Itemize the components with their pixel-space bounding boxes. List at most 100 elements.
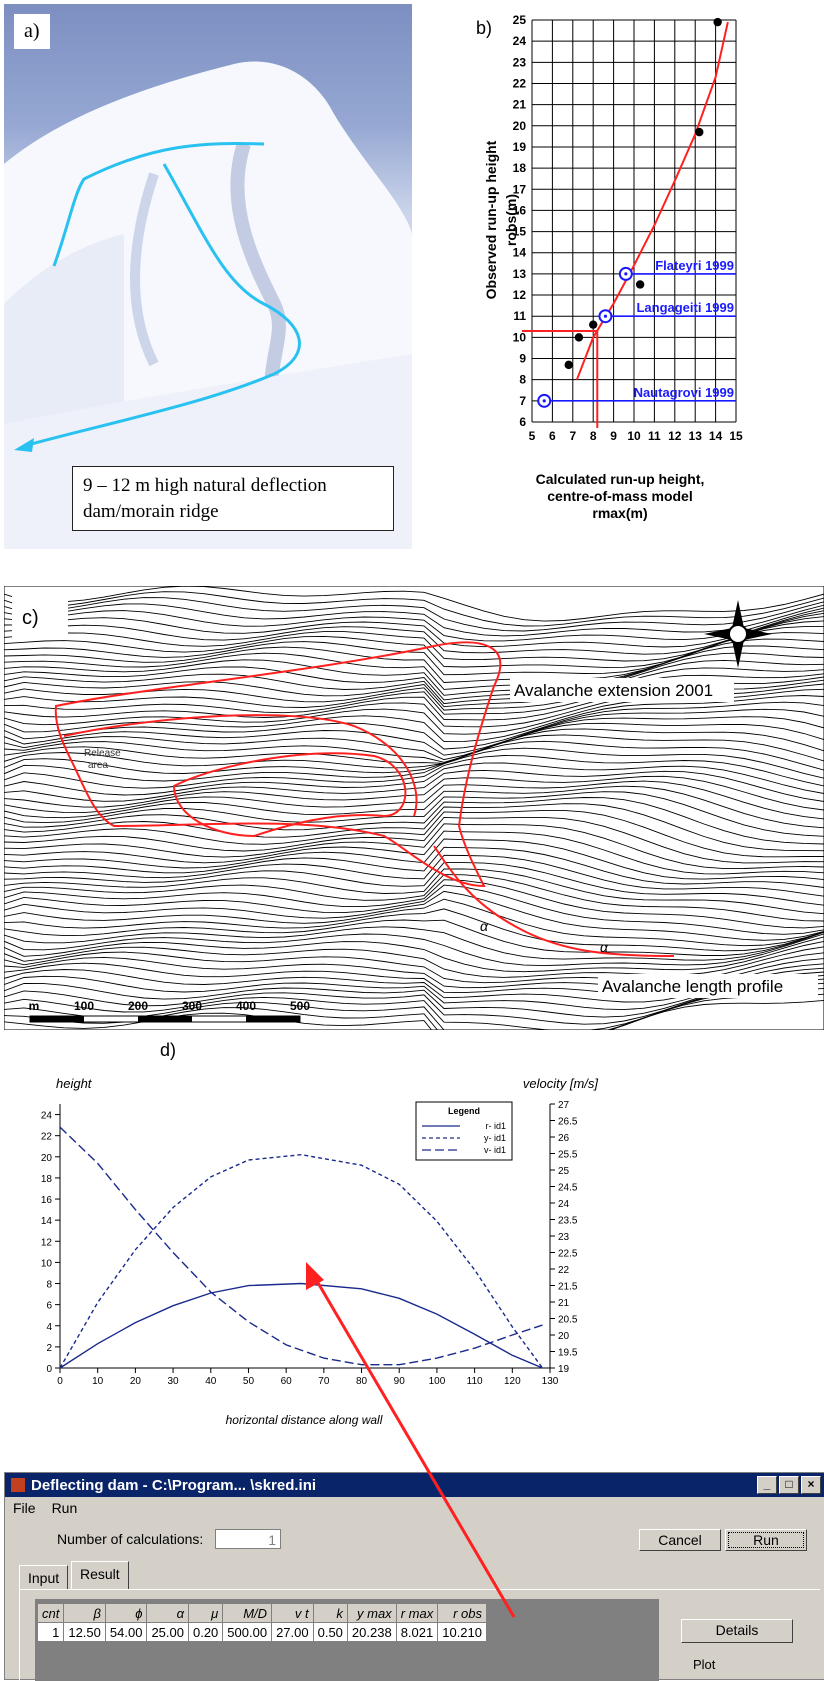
x-tick-label: 120 bbox=[504, 1376, 521, 1387]
contour-line bbox=[4, 716, 824, 761]
y-right-tick-label: 21 bbox=[558, 1298, 570, 1309]
table-cell[interactable]: 0.50 bbox=[312, 1622, 348, 1642]
y-right-tick-label: 20.5 bbox=[558, 1315, 578, 1326]
maximize-icon[interactable]: □ bbox=[779, 1476, 799, 1494]
title-bar: Deflecting dam - C:\Program... \skred.in… bbox=[5, 1473, 824, 1497]
alpha-label-2: α bbox=[600, 939, 609, 955]
contour-line bbox=[4, 816, 824, 864]
scale-bar bbox=[29, 1015, 301, 1023]
run-button[interactable]: Run bbox=[725, 1529, 807, 1551]
y-left-tick-label: 22 bbox=[41, 1132, 53, 1143]
table-cell[interactable]: 8.021 bbox=[395, 1622, 439, 1642]
runup-chart: b) 5 6 7 8 9 10 11 12 13 14 15 6789101112131415161… bbox=[476, 13, 743, 521]
deflecting-dam-window: Deflecting dam - C:\Program... \skred.in… bbox=[4, 1472, 824, 1681]
runup-marks: Nautagrovi 1999 Langageiti 1999 Flateyri 1… bbox=[522, 17, 736, 428]
y-left-tick-label: 6 bbox=[46, 1301, 52, 1312]
runup-y-tick: 17 bbox=[513, 182, 527, 196]
table-cell[interactable]: 10.210 bbox=[437, 1622, 487, 1642]
y-left-tick-label: 8 bbox=[46, 1280, 52, 1291]
legend-entry-r: r- id1 bbox=[485, 1121, 506, 1131]
close-icon[interactable]: × bbox=[801, 1476, 821, 1494]
tab-result[interactable]: Result bbox=[71, 1561, 129, 1590]
column-header[interactable]: α bbox=[146, 1603, 189, 1623]
contour-line bbox=[4, 607, 824, 642]
table-cell[interactable]: 20.238 bbox=[346, 1622, 397, 1642]
tab-input[interactable]: Input bbox=[19, 1565, 69, 1590]
table-cell[interactable]: 500.00 bbox=[222, 1622, 273, 1642]
column-header[interactable]: M/D bbox=[222, 1603, 273, 1623]
cancel-button[interactable]: Cancel bbox=[639, 1529, 721, 1551]
scale-label: 200 bbox=[128, 999, 148, 1013]
menu-file[interactable]: File bbox=[13, 1500, 36, 1516]
column-header[interactable]: β bbox=[63, 1603, 106, 1623]
calc-count-input[interactable]: 1 bbox=[215, 1529, 281, 1549]
runup-y-tick: 25 bbox=[513, 13, 527, 27]
contour-line bbox=[4, 791, 824, 837]
runup-x-tick: 8 bbox=[590, 429, 597, 443]
column-header[interactable]: v t bbox=[271, 1603, 314, 1623]
y-right-tick-label: 26.5 bbox=[558, 1117, 578, 1128]
column-header[interactable]: y max bbox=[346, 1603, 397, 1623]
table-cell[interactable]: 54.00 bbox=[104, 1622, 148, 1642]
contour-line bbox=[4, 610, 824, 648]
contour-line bbox=[4, 638, 824, 690]
y-right-tick-label: 25.5 bbox=[558, 1150, 578, 1161]
y-left-tick-label: 10 bbox=[41, 1258, 53, 1269]
runup-y-tick: 24 bbox=[513, 34, 527, 48]
details-button[interactable]: Details bbox=[681, 1619, 793, 1643]
event-marker-dot bbox=[542, 399, 546, 403]
legend-entry-v: v- id1 bbox=[484, 1145, 506, 1155]
column-header[interactable]: cnt bbox=[36, 1603, 65, 1623]
minimize-icon[interactable]: _ bbox=[757, 1476, 777, 1494]
runup-x-tick: 6 bbox=[549, 429, 556, 443]
panel-c-label-bg bbox=[12, 594, 68, 638]
table-cell[interactable]: 0.20 bbox=[187, 1622, 224, 1642]
x-tick-label: 80 bbox=[356, 1376, 368, 1387]
y-right-tick-label: 22.5 bbox=[558, 1249, 578, 1260]
avalanche-photo bbox=[4, 4, 412, 549]
event-marker-dot bbox=[603, 314, 608, 318]
x-tick-label: 130 bbox=[542, 1376, 559, 1387]
column-header[interactable]: r max bbox=[395, 1603, 439, 1623]
contour-line bbox=[4, 854, 824, 897]
y-left-tick-label: 18 bbox=[41, 1174, 53, 1185]
column-header[interactable]: ϕ bbox=[104, 1603, 148, 1623]
photo-illustration bbox=[4, 61, 412, 549]
table-cell[interactable]: 1 bbox=[36, 1622, 65, 1642]
observed-point bbox=[574, 333, 584, 342]
y-left-tick-label: 16 bbox=[41, 1195, 53, 1206]
observed-point bbox=[589, 320, 598, 329]
observed-point bbox=[564, 360, 573, 370]
y-left-tick-label: 24 bbox=[41, 1111, 53, 1122]
table-cell[interactable]: 27.00 bbox=[271, 1622, 314, 1642]
contour-line bbox=[4, 701, 824, 750]
runup-xlabel-line2: centre-of-mass model bbox=[547, 488, 692, 504]
table-row[interactable]: 1 12.50 54.00 25.00 0.20 500.00 27.00 0.50 20.23… bbox=[36, 1622, 487, 1642]
alpha-label-1: α bbox=[480, 918, 489, 934]
panel-d-label: d) bbox=[160, 1040, 176, 1060]
scale-label: 300 bbox=[182, 999, 202, 1013]
extension-label-bg bbox=[510, 678, 734, 702]
contour-line bbox=[4, 734, 824, 769]
column-header[interactable]: μ bbox=[187, 1603, 224, 1623]
avalanche-profile-label: Avalanche length profile bbox=[602, 977, 783, 996]
contour-line bbox=[4, 898, 824, 947]
column-header[interactable]: r obs bbox=[437, 1603, 487, 1623]
runup-fit-curve bbox=[575, 21, 729, 381]
y-right-tick-label: 27 bbox=[558, 1100, 570, 1111]
event-label: Nautagrovi 1999 bbox=[634, 385, 734, 400]
north-arrow-icon bbox=[704, 600, 772, 668]
legend-box bbox=[415, 1101, 513, 1161]
runup-y-tick: 22 bbox=[513, 76, 527, 90]
table-cell[interactable]: 25.00 bbox=[146, 1622, 189, 1642]
contour-line bbox=[4, 785, 824, 829]
runup-y-tick: 19 bbox=[513, 140, 527, 154]
runup-y-tick: 10 bbox=[513, 330, 527, 344]
inner-release-outline bbox=[172, 752, 407, 838]
y-left-tick-label: 14 bbox=[41, 1216, 53, 1227]
runup-xlabel-line1: Calculated run-up height, bbox=[536, 471, 705, 487]
menu-run[interactable]: Run bbox=[51, 1500, 78, 1516]
column-header[interactable]: k bbox=[312, 1603, 348, 1623]
table-cell[interactable]: 12.50 bbox=[63, 1622, 106, 1642]
